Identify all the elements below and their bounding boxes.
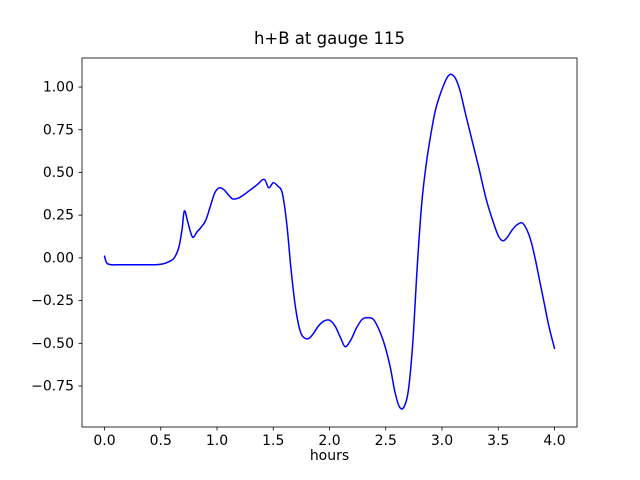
y-tick-label: 0.00 (43, 250, 74, 266)
x-tick-label: 2.0 (318, 433, 340, 449)
x-tick-label: 3.5 (487, 433, 509, 449)
x-tick-label: 1.5 (262, 433, 284, 449)
x-axis-label: hours (309, 448, 350, 464)
y-tick-label: 0.75 (43, 122, 74, 138)
y-tick-label: 1.00 (43, 80, 74, 96)
y-tick-label: −0.75 (31, 379, 74, 395)
y-tick-label: −0.50 (31, 336, 74, 352)
x-tick-label: 4.0 (543, 433, 565, 449)
plot-area (81, 57, 578, 428)
x-tick-label: 3.0 (431, 433, 453, 449)
y-tick-label: 0.25 (43, 208, 74, 224)
data-line (103, 73, 556, 410)
y-tick-label: 0.50 (43, 165, 74, 181)
chart-title: h+B at gauge 115 (253, 29, 406, 48)
x-tick-label: 0.0 (93, 433, 115, 449)
x-tick-label: 2.5 (375, 433, 397, 449)
x-tick-label: 1.0 (206, 433, 228, 449)
y-tick-label: −0.25 (31, 293, 74, 309)
x-tick-label: 0.5 (150, 433, 172, 449)
